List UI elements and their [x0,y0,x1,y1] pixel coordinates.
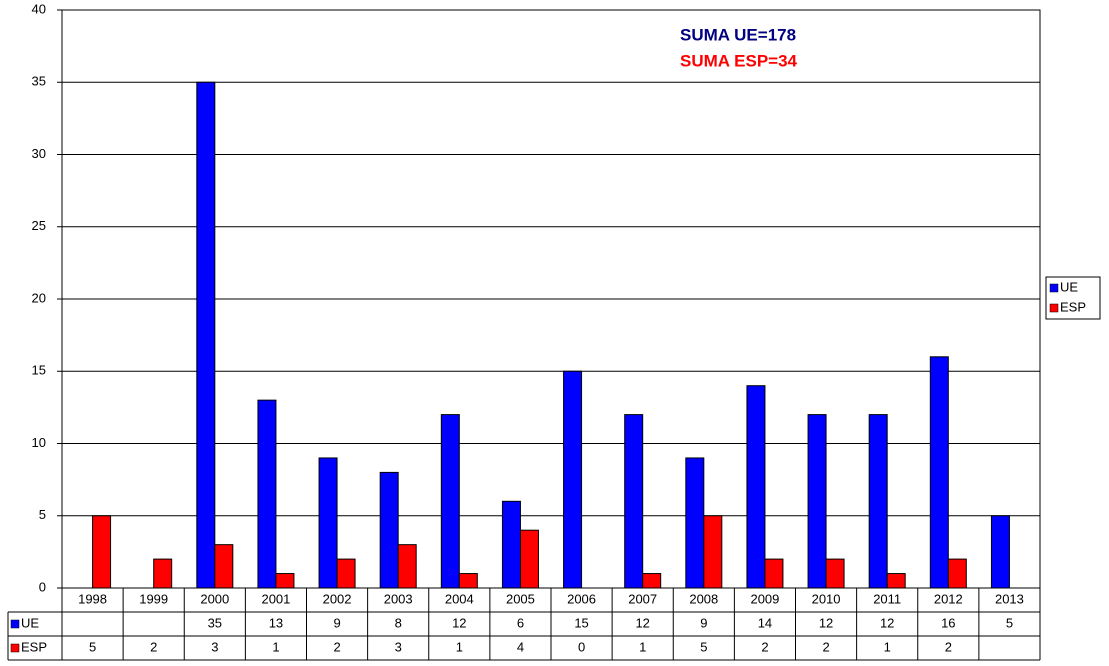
table-value: 2 [945,639,952,654]
x-tick-label: 2012 [934,591,963,606]
x-tick-label: 2007 [628,591,657,606]
y-tick-label: 35 [32,74,46,89]
table-value: 15 [574,615,588,630]
table-key [10,643,20,653]
x-tick-label: 2001 [261,591,290,606]
y-tick-label: 25 [32,218,46,233]
x-tick-label: 1998 [78,591,107,606]
table-value: 2 [761,639,768,654]
table-value: 8 [395,615,402,630]
bar [440,414,460,589]
y-tick-label: 15 [32,363,46,378]
bar [92,515,112,589]
table-value: 3 [395,639,402,654]
bar [336,558,356,589]
table-value: 2 [150,639,157,654]
x-tick-label: 2008 [689,591,718,606]
x-tick-label: 1999 [139,591,168,606]
bar [563,370,583,589]
table-row-label: ESP [21,639,47,654]
bar [685,457,705,589]
legend-label: ESP [1060,299,1086,314]
table-value: 9 [700,615,707,630]
y-tick-label: 10 [32,435,46,450]
table-value: 9 [333,615,340,630]
table-value: 2 [333,639,340,654]
x-tick-label: 2009 [750,591,779,606]
legend-key [1049,303,1059,313]
x-tick-label: 2000 [200,591,229,606]
x-tick-label: 2003 [384,591,413,606]
y-tick-label: 0 [39,579,46,594]
table-value: 5 [89,639,96,654]
bar [379,471,399,589]
bar [990,515,1010,589]
x-tick-label: 2005 [506,591,535,606]
bar [257,399,277,589]
table-value: 14 [758,615,772,630]
table-value: 13 [269,615,283,630]
x-tick-label: 2004 [445,591,474,606]
table-value: 1 [272,639,279,654]
table-value: 12 [880,615,894,630]
table-value: 12 [819,615,833,630]
bar [746,385,766,589]
y-tick-label: 40 [32,1,46,16]
bar [275,573,295,589]
table-value: 4 [517,639,524,654]
x-tick-label: 2013 [995,591,1024,606]
table-row-label: UE [21,615,39,630]
table-value: 12 [452,615,466,630]
bar [929,356,949,589]
x-tick-label: 2002 [323,591,352,606]
bar [703,515,723,589]
y-tick-label: 5 [39,507,46,522]
table-value: 3 [211,639,218,654]
x-tick-label: 2010 [812,591,841,606]
table-key [10,619,20,629]
bar [807,414,827,589]
bar [825,558,845,589]
y-tick-label: 20 [32,290,46,305]
table-value: 5 [700,639,707,654]
bar [501,500,521,589]
table-value: 1 [456,639,463,654]
bar [519,529,539,589]
table-value: 1 [639,639,646,654]
bar [624,414,644,589]
bar [886,573,906,589]
annotation: SUMA UE=178 [680,25,796,44]
legend-key [1049,283,1059,293]
table-value: 1 [884,639,891,654]
table-value: 16 [941,615,955,630]
table-value: 2 [822,639,829,654]
table-value: 6 [517,615,524,630]
bar [458,573,478,589]
x-tick-label: 2006 [567,591,596,606]
table-value: 0 [578,639,585,654]
annotation: SUMA ESP=34 [680,51,798,70]
table-value: 12 [635,615,649,630]
bar [764,558,784,589]
bar [868,414,888,589]
table-value: 35 [208,615,222,630]
bar [318,457,338,589]
bar [947,558,967,589]
x-tick-label: 2011 [873,591,901,606]
legend-label: UE [1060,279,1078,294]
table-value: 5 [1006,615,1013,630]
bar [214,544,234,589]
bar [397,544,417,589]
y-tick-label: 30 [32,146,46,161]
bar [153,558,173,589]
bar [642,573,662,589]
bar [196,81,216,589]
